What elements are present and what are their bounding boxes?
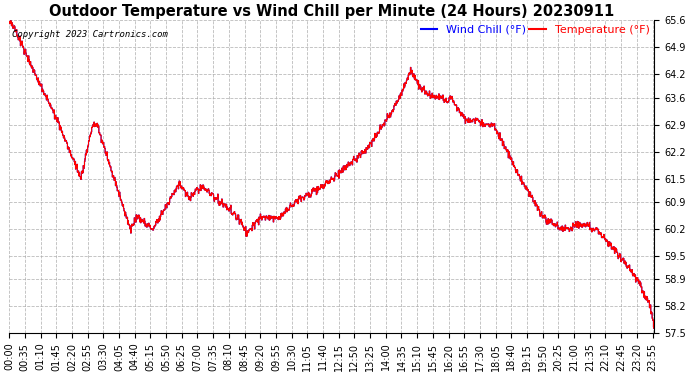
Legend: Wind Chill (°F), Temperature (°F): Wind Chill (°F), Temperature (°F)	[416, 20, 654, 39]
Text: Copyright 2023 Cartronics.com: Copyright 2023 Cartronics.com	[12, 30, 168, 39]
Title: Outdoor Temperature vs Wind Chill per Minute (24 Hours) 20230911: Outdoor Temperature vs Wind Chill per Mi…	[49, 4, 614, 19]
